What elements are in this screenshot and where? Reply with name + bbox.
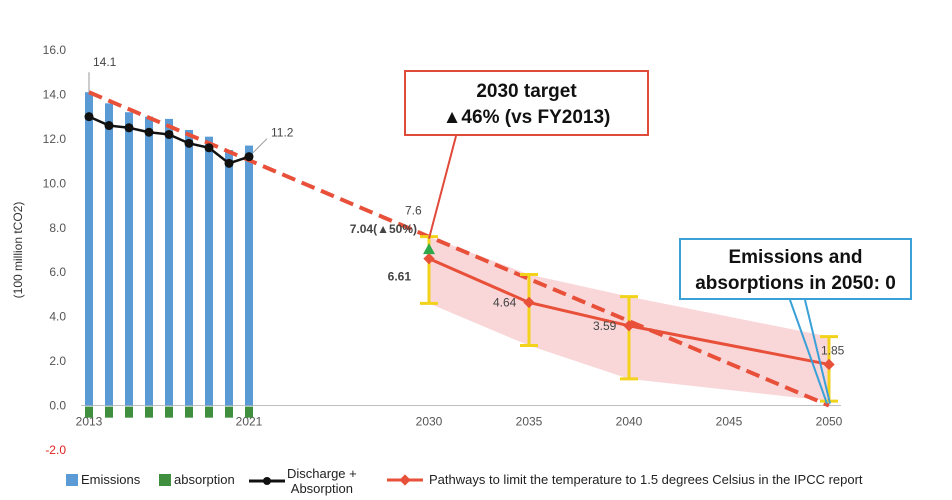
x-tick-label: 2045 <box>716 415 743 429</box>
data-label: 14.1 <box>93 55 117 69</box>
discharge-point <box>144 127 154 137</box>
absorption-bar <box>205 406 213 418</box>
discharge-point <box>184 138 194 148</box>
y-tick-label: -2.0 <box>45 443 66 457</box>
discharge-point <box>204 143 214 153</box>
callout-target-line1: 2030 target <box>476 81 577 102</box>
data-label: 3.59 <box>593 319 617 333</box>
x-tick-label: 2021 <box>236 415 263 429</box>
pathway-point <box>823 358 835 371</box>
y-tick-label: 12.0 <box>43 132 67 146</box>
absorption-bar <box>85 406 93 418</box>
callout-zero-pointer <box>804 299 831 404</box>
y-tick-label: 4.0 <box>49 310 66 324</box>
data-label: 11.2 <box>271 126 294 140</box>
data-label: 7.6 <box>405 204 422 218</box>
legend-discharge-label-2: Absorption <box>290 481 353 496</box>
legend-pathway-label: Pathways to limit the temperature to 1.5… <box>429 472 863 487</box>
discharge-point <box>84 112 94 122</box>
x-tick-label: 2035 <box>516 415 543 429</box>
legend-absorption-swatch <box>159 473 171 486</box>
legend-emissions-label: Emissions <box>81 472 141 487</box>
legend-absorption: absorption <box>159 472 235 487</box>
legend-pathway-swatch <box>387 473 423 486</box>
emissions-bar <box>225 150 233 406</box>
legend-absorption-label: absorption <box>174 472 235 487</box>
y-tick-label: 10.0 <box>43 176 67 190</box>
emissions-bar <box>205 136 213 406</box>
y-tick-label: 2.0 <box>49 354 66 368</box>
data-label: 6.61 <box>388 270 412 284</box>
pathway-point <box>523 296 535 309</box>
emissions-bar <box>125 112 133 406</box>
emissions-bar <box>105 103 113 406</box>
emissions-chart: 16.0 14.0 12.0 10.0 8.0 6.0 4.0 2.0 0.0 -2.0 (100 … <box>11 43 845 457</box>
callout-2030-target: 2030 target ▲46% (vs FY2013) <box>404 70 649 136</box>
legend: Emissions absorption Discharge + Absorpt… <box>0 466 952 500</box>
absorption-bar <box>105 406 113 418</box>
emissions-bar <box>245 145 253 406</box>
absorption-bar <box>125 406 133 418</box>
y-tick-label: 8.0 <box>49 221 66 235</box>
emissions-bar <box>145 116 153 406</box>
emissions-bar <box>185 130 193 406</box>
pathway-line <box>428 257 830 366</box>
absorption-bar <box>145 406 153 418</box>
data-label: 7.04(▲50%) <box>350 222 417 236</box>
legend-emissions-swatch <box>66 473 78 486</box>
discharge-point <box>104 121 114 131</box>
callout-zero-pointer <box>789 299 828 404</box>
y-tick-label: 16.0 <box>43 43 67 57</box>
absorption-bar <box>225 406 233 418</box>
callout-target-pointer <box>428 135 457 239</box>
label-leader <box>252 138 268 154</box>
legend-discharge-text: Discharge + Absorption <box>287 466 357 496</box>
discharge-point <box>124 123 134 133</box>
pathway-point <box>623 320 635 332</box>
absorption-bar <box>185 406 193 418</box>
discharge-point <box>224 158 234 168</box>
discharge-point <box>244 152 254 162</box>
absorption-bar <box>165 406 173 418</box>
callout-2050-zero: Emissions and absorptions in 2050: 0 <box>679 238 912 300</box>
fifty-percent-marker <box>423 243 435 255</box>
legend-discharge-label-1: Discharge + <box>287 466 357 481</box>
callout-zero-line1: Emissions and <box>728 247 863 268</box>
legend-pathway: Pathways to limit the temperature to 1.5… <box>385 472 863 487</box>
legend-emissions: Emissions <box>66 472 140 487</box>
emissions-bar <box>165 118 173 406</box>
callout-zero-line2: absorptions in 2050: 0 <box>695 273 896 294</box>
y-tick-label: 6.0 <box>49 265 66 279</box>
x-tick-label: 2050 <box>816 415 843 429</box>
emissions-bar <box>85 92 93 406</box>
y-axis-title: (100 million tCO2) <box>11 202 25 299</box>
data-label: 4.64 <box>493 295 517 309</box>
x-tick-label: 2013 <box>76 415 103 429</box>
y-tick-label: 0.0 <box>49 399 66 413</box>
callout-target-line2: ▲46% (vs FY2013) <box>442 107 611 128</box>
legend-discharge: Discharge + Absorption <box>247 466 357 496</box>
x-tick-label: 2030 <box>416 415 443 429</box>
absorption-bar <box>245 406 253 418</box>
y-tick-label: 14.0 <box>43 87 67 101</box>
data-label: 1.85 <box>821 343 845 357</box>
discharge-point <box>164 129 174 139</box>
legend-discharge-swatch <box>249 477 285 485</box>
x-tick-label: 2040 <box>616 415 643 429</box>
